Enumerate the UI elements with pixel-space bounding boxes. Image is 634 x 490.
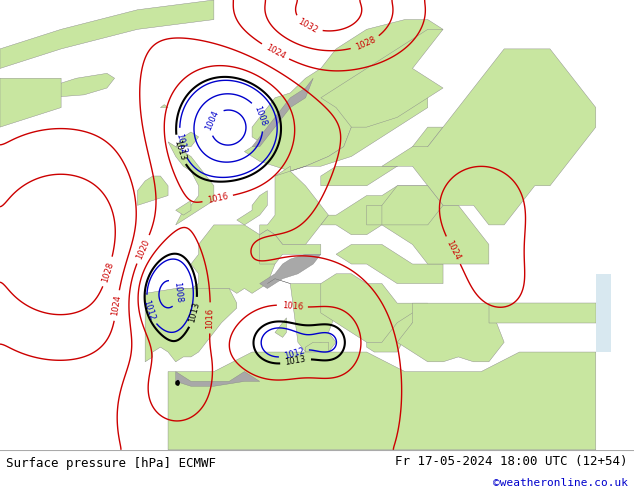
Polygon shape: [398, 303, 504, 362]
Polygon shape: [145, 289, 236, 362]
Text: 1024: 1024: [111, 294, 123, 317]
Polygon shape: [176, 225, 275, 294]
Polygon shape: [489, 303, 596, 323]
Text: 1008: 1008: [252, 105, 268, 127]
Text: Fr 17-05-2024 18:00 UTC (12+54): Fr 17-05-2024 18:00 UTC (12+54): [395, 455, 628, 467]
Polygon shape: [138, 176, 168, 205]
Polygon shape: [321, 127, 443, 186]
Polygon shape: [252, 78, 313, 147]
Text: 1012: 1012: [174, 132, 188, 154]
Text: 1004: 1004: [204, 109, 221, 132]
Polygon shape: [275, 318, 287, 337]
Polygon shape: [160, 105, 168, 108]
Polygon shape: [290, 78, 428, 171]
Polygon shape: [321, 274, 428, 342]
Text: ©weatheronline.co.uk: ©weatheronline.co.uk: [493, 478, 628, 488]
Text: 1032: 1032: [297, 17, 320, 35]
Text: 1028: 1028: [101, 260, 115, 283]
Polygon shape: [0, 78, 61, 127]
Polygon shape: [321, 186, 428, 235]
Polygon shape: [336, 245, 443, 284]
Polygon shape: [366, 205, 489, 264]
Text: Surface pressure [hPa] ECMWF: Surface pressure [hPa] ECMWF: [6, 457, 216, 470]
Polygon shape: [260, 171, 328, 245]
Polygon shape: [596, 274, 611, 352]
Text: 1016: 1016: [205, 307, 215, 329]
Polygon shape: [382, 186, 443, 225]
Text: 1008: 1008: [172, 281, 183, 303]
Text: 1012: 1012: [141, 298, 157, 321]
Text: 1012: 1012: [283, 346, 306, 361]
Polygon shape: [176, 132, 198, 147]
Polygon shape: [268, 279, 336, 352]
Text: 1013: 1013: [285, 355, 307, 367]
Polygon shape: [176, 200, 191, 215]
Polygon shape: [168, 352, 596, 450]
Polygon shape: [366, 313, 428, 352]
Polygon shape: [176, 371, 260, 386]
Text: 1020: 1020: [134, 238, 152, 261]
Polygon shape: [245, 20, 443, 171]
Text: 1016: 1016: [281, 300, 303, 311]
Text: 1013: 1013: [188, 301, 202, 323]
Polygon shape: [275, 166, 290, 181]
Polygon shape: [260, 230, 321, 264]
Polygon shape: [0, 0, 214, 69]
Polygon shape: [30, 74, 115, 98]
Polygon shape: [260, 254, 321, 289]
Text: 1013: 1013: [172, 139, 187, 161]
Text: 1024: 1024: [264, 43, 287, 61]
Text: 1016: 1016: [207, 192, 229, 205]
Text: 1028: 1028: [354, 35, 377, 52]
Polygon shape: [306, 342, 328, 352]
Polygon shape: [236, 191, 268, 225]
Polygon shape: [168, 142, 214, 225]
Polygon shape: [382, 49, 596, 225]
Text: 1024: 1024: [444, 239, 462, 262]
Polygon shape: [321, 29, 443, 127]
